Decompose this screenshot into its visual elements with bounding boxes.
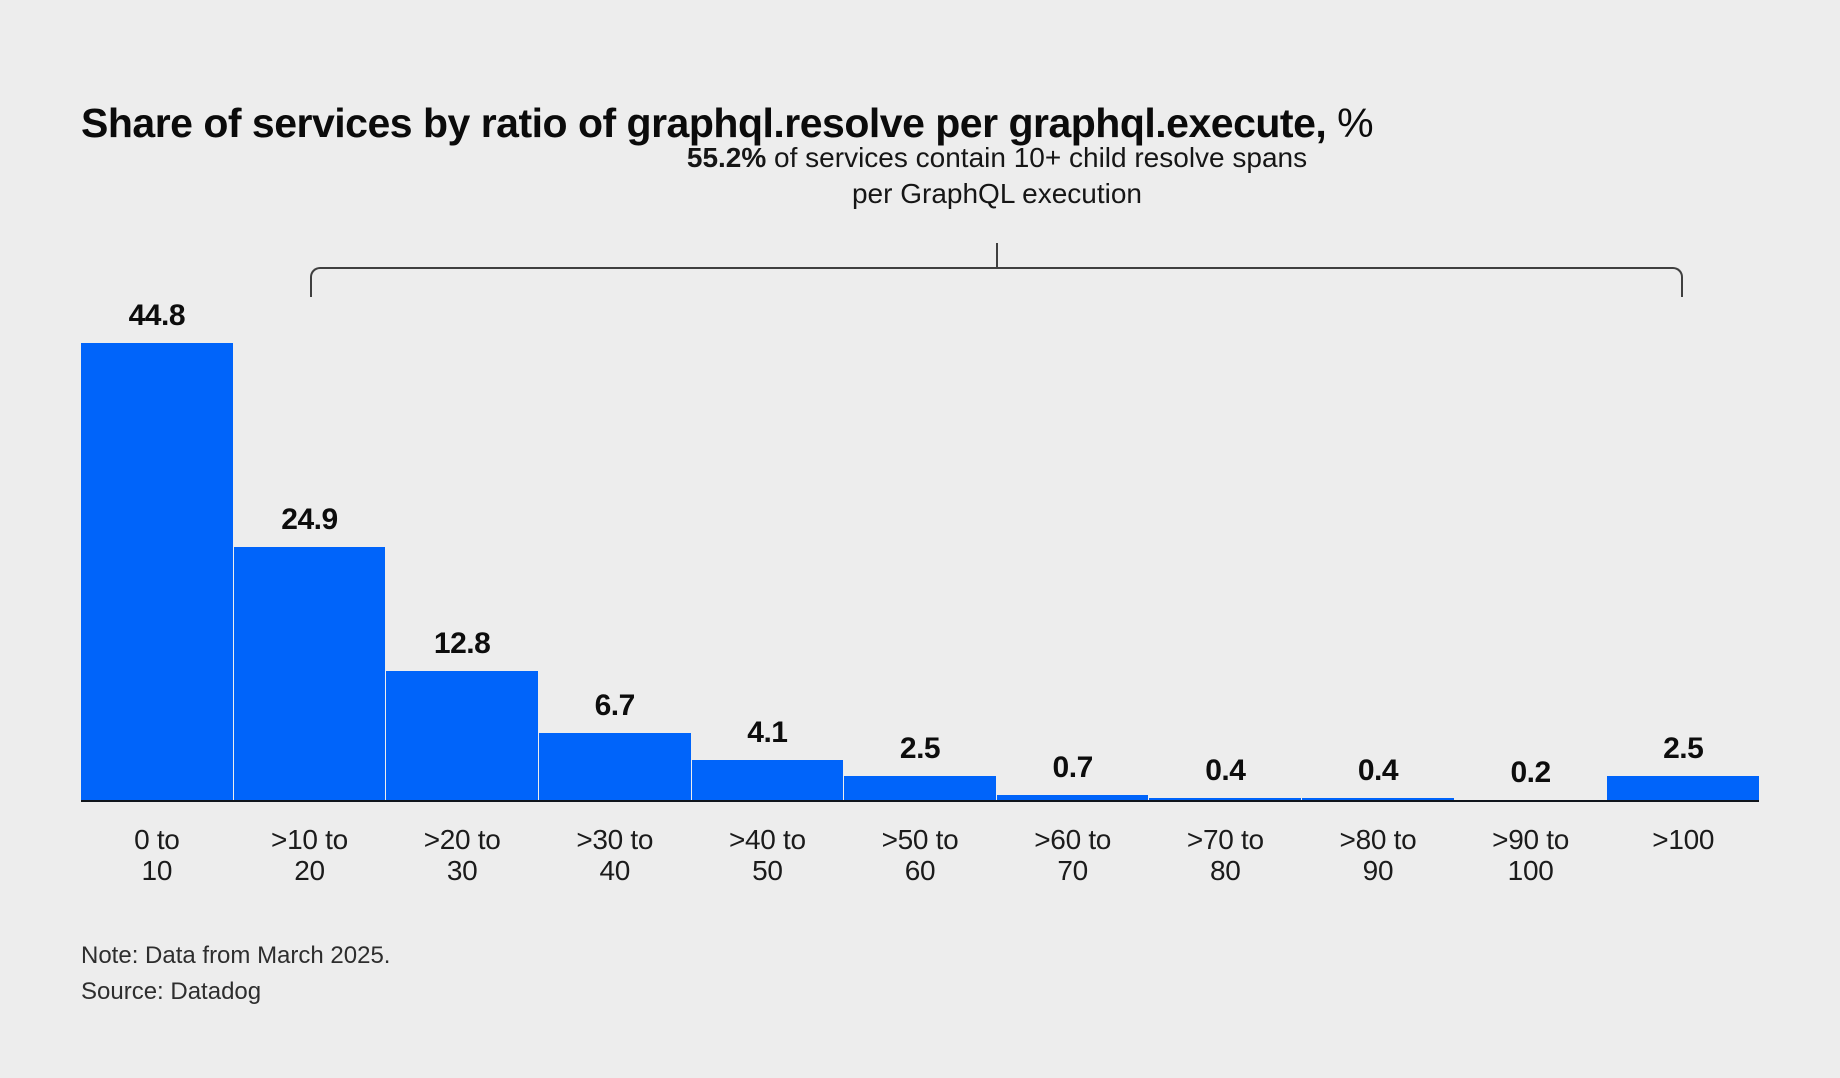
annotation-tick-line	[996, 243, 998, 269]
bar	[81, 343, 233, 802]
annotation-highlight-value: 55.2%	[686, 142, 767, 173]
bar	[538, 733, 691, 802]
bar-value-label: 24.9	[281, 503, 338, 536]
bar-plot: 44.8 24.9 12.8 6.7 4.1 2.5 0.7 0.4 0.4 0.2 2.5	[81, 299, 1760, 802]
x-tick-label: >40 to 50	[728, 824, 806, 886]
bar-column: 0.4	[1302, 754, 1454, 802]
bar-column: 2.5	[1607, 732, 1760, 802]
bar-column: 44.8	[81, 299, 233, 802]
bar	[844, 776, 996, 802]
bar	[691, 760, 844, 802]
chart-footer: Note: Data from March 2025. Source: Data…	[81, 938, 390, 1010]
bar-value-label: 0.2	[1510, 756, 1551, 789]
x-axis-line	[81, 800, 1759, 802]
chart-title: Share of services by ratio of graphql.re…	[81, 95, 1374, 151]
x-tick-label: >60 to 70	[1034, 824, 1112, 886]
annotation-line-1: 55.2% of services contain 10+ child reso…	[687, 140, 1307, 176]
x-tick-label: >30 to 40	[576, 824, 654, 886]
bar-value-label: 2.5	[899, 732, 941, 765]
bar-value-label: 0.7	[1052, 751, 1094, 784]
x-tick-label: >10 to 20	[271, 824, 348, 886]
annotation-line-2: per GraphQL execution	[851, 178, 1143, 209]
bar-value-label: 0.4	[1205, 754, 1246, 787]
bar	[996, 795, 1149, 802]
bar-value-label: 6.7	[594, 689, 636, 722]
source-text: Source: Datadog	[81, 978, 262, 1005]
bracket-annotation: 55.2% of services contain 10+ child reso…	[687, 140, 1307, 212]
bar-value-label: 0.4	[1357, 754, 1399, 787]
x-tick-label: >80 to 90	[1339, 824, 1417, 886]
bar-column: 0.7	[996, 751, 1149, 802]
bar-column: 6.7	[538, 689, 691, 802]
bar-column: 0.4	[1149, 754, 1302, 802]
x-tick-label: 0 to 10	[134, 824, 180, 886]
bar-value-label: 2.5	[1663, 732, 1704, 765]
bar-value-label: 4.1	[747, 716, 788, 749]
x-axis-labels: 0 to 10 >10 to 20 >20 to 30 >30 to 40 >40 to 50 >5…	[81, 824, 1759, 886]
bar-column: 2.5	[844, 732, 996, 802]
chart-title-unit: %	[1326, 100, 1374, 147]
bracket-span-line	[310, 267, 1683, 297]
note-text: Note: Data from March 2025.	[81, 942, 391, 969]
x-tick-label: >100	[1652, 824, 1715, 855]
x-tick-label: >70 to 80	[1186, 824, 1264, 886]
chart-title-main: Share of services by ratio of graphql.re…	[81, 100, 1327, 147]
annotation-line-1-rest: of services contain 10+ child resolve sp…	[766, 142, 1308, 173]
bar	[386, 671, 538, 802]
bar	[233, 547, 386, 802]
x-tick-label: >90 to 100	[1492, 824, 1569, 886]
bar-column: 0.2	[1454, 756, 1607, 802]
bar-column: 24.9	[233, 503, 386, 802]
x-tick-label: >50 to 60	[881, 824, 959, 886]
bar-column: 12.8	[386, 627, 538, 802]
bar-column: 4.1	[691, 716, 844, 802]
bar	[1607, 776, 1760, 802]
bar-value-label: 44.8	[128, 299, 186, 332]
bar-value-label: 12.8	[433, 627, 491, 660]
x-tick-label: >20 to 30	[423, 824, 501, 886]
